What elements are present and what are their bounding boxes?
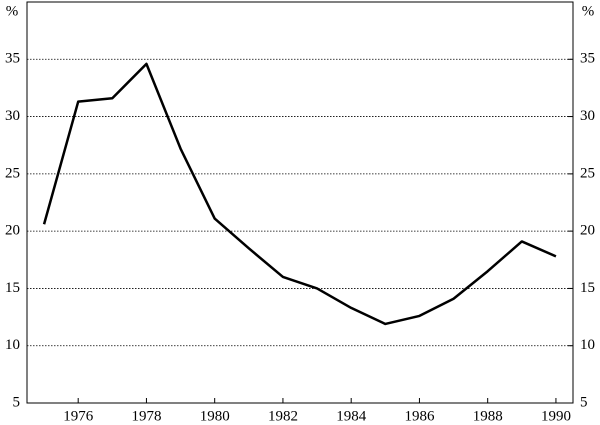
y2-tick-label: 20 (580, 223, 595, 239)
x-tick-label: 1988 (473, 408, 503, 424)
y2-tick-label: 25 (580, 165, 595, 181)
x-tick-label: 1986 (404, 408, 435, 424)
x-tick-label: 1980 (200, 408, 230, 424)
x-tick-label: 1982 (268, 408, 298, 424)
x-tick-label: 1976 (63, 408, 94, 424)
y-tick-label: 20 (5, 223, 20, 239)
x-tick-label: 1984 (336, 408, 367, 424)
data-line (42, 62, 557, 326)
y2-tick-label: 10 (580, 337, 595, 353)
x-tick-label: 1978 (131, 408, 161, 424)
y2-tick-label: 30 (580, 108, 595, 124)
y-axis-label: % (6, 3, 19, 19)
y-tick-label: 15 (5, 280, 20, 296)
y2-tick-label: 5 (580, 394, 588, 410)
y2-tick-label: 15 (580, 280, 595, 296)
x-tick-label: 1990 (541, 408, 571, 424)
y-tick-label: 25 (5, 165, 20, 181)
y-tick-label: 35 (5, 51, 20, 67)
y2-tick-label: 35 (580, 51, 595, 67)
y-tick-label: 30 (5, 108, 20, 124)
y2-axis-label: % (582, 3, 595, 19)
plot-frame (26, 1, 574, 404)
y-tick-label: 10 (5, 337, 20, 353)
y-tick-label: 5 (13, 394, 21, 410)
